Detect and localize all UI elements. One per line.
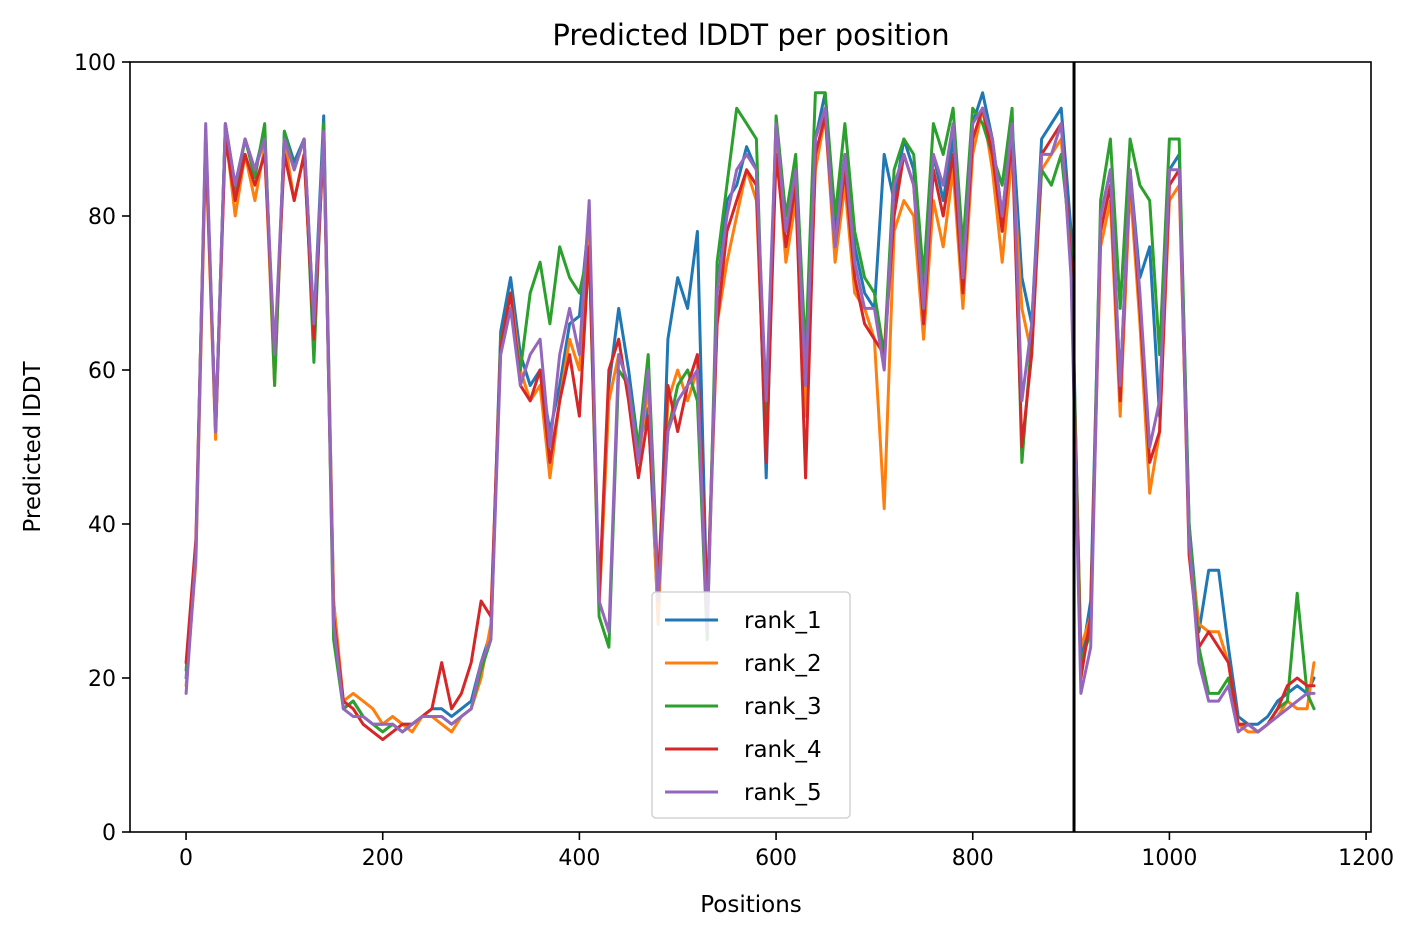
x-tick-label: 600 xyxy=(755,846,797,871)
x-tick-label: 200 xyxy=(362,846,404,871)
legend: rank_1 rank_2 rank_3 rank_4 rank_5 xyxy=(651,591,851,819)
x-tick-label: 400 xyxy=(558,846,600,871)
y-tick-label: 20 xyxy=(88,667,116,692)
x-tick-label: 1000 xyxy=(1141,846,1197,871)
plot-frame xyxy=(129,61,1372,833)
y-axis: 0 20 40 60 80 100 xyxy=(74,51,130,846)
y-tick-label: 100 xyxy=(74,51,116,76)
legend-box xyxy=(651,591,851,819)
legend-label-rank_3: rank_3 xyxy=(744,694,822,720)
x-axis-label: Positions xyxy=(700,892,802,918)
x-axis: 0 200 400 600 800 1000 1200 xyxy=(179,832,1394,871)
series-line-rank_5 xyxy=(184,106,1316,734)
x-tick-label: 800 xyxy=(952,846,994,871)
y-tick-label: 80 xyxy=(88,205,116,230)
x-tick-label: 0 xyxy=(179,846,193,871)
x-tick-label: 1200 xyxy=(1338,846,1394,871)
chart-title: Predicted lDDT per position xyxy=(552,18,949,52)
y-tick-label: 40 xyxy=(88,513,116,538)
legend-label-rank_4: rank_4 xyxy=(744,737,822,763)
legend-label-rank_2: rank_2 xyxy=(744,651,822,677)
y-tick-label: 0 xyxy=(102,821,116,846)
legend-label-rank_5: rank_5 xyxy=(744,780,822,806)
y-tick-label: 60 xyxy=(88,359,116,384)
series-layer xyxy=(184,91,1316,742)
legend-label-rank_1: rank_1 xyxy=(744,608,822,634)
y-axis-label: Predicted lDDT xyxy=(20,360,46,532)
